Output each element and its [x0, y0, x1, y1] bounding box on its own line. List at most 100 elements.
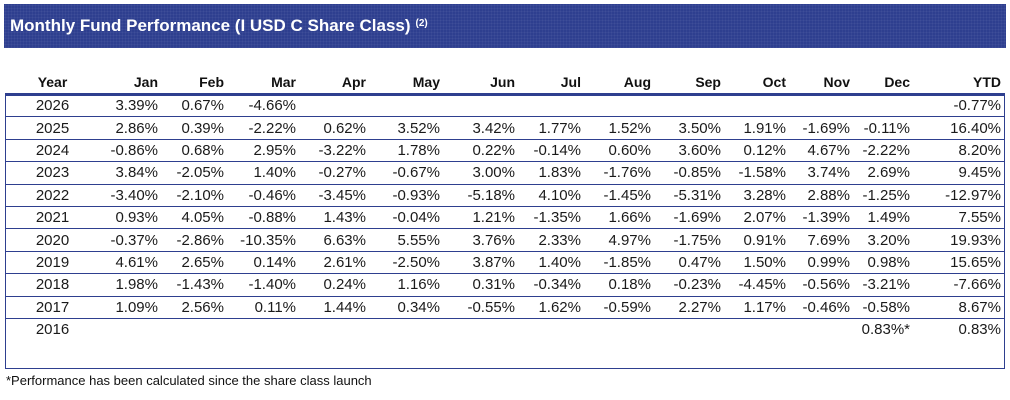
- year-cell: 2023: [5, 161, 100, 185]
- return-cell-oct: 2.07%: [725, 206, 790, 230]
- return-cell-mar: [228, 318, 300, 340]
- return-cell-dec: -2.22%: [854, 139, 914, 163]
- return-cell-feb: 0.39%: [164, 116, 228, 140]
- return-cell-dec: [854, 94, 914, 118]
- return-cell-nov: 0.99%: [790, 251, 854, 275]
- return-cell-jun: 3.42%: [444, 116, 519, 140]
- return-cell-oct: 3.28%: [725, 184, 790, 207]
- return-cell-nov: -1.69%: [790, 116, 854, 140]
- column-header-jul: Jul: [519, 71, 585, 95]
- return-cell-feb: 0.68%: [164, 139, 228, 163]
- return-cell-jul: 1.40%: [519, 251, 585, 275]
- return-cell-sep: -0.23%: [655, 273, 725, 297]
- return-cell-aug: 1.66%: [585, 206, 655, 230]
- return-cell-dec: 0.98%: [854, 251, 914, 275]
- return-cell-feb: 0.67%: [164, 94, 228, 118]
- return-cell-jan: 3.84%: [100, 161, 164, 185]
- return-cell-mar: -0.88%: [228, 206, 300, 230]
- table-row: 2019 4.61% 2.65% 0.14% 2.61% -2.50% 3.87% 1.40%…: [5, 251, 1005, 275]
- return-cell-ytd: 8.67%: [914, 296, 1005, 319]
- return-cell-jul: 4.10%: [519, 184, 585, 207]
- return-cell-may: -0.04%: [370, 206, 444, 230]
- return-cell-aug: [585, 94, 655, 118]
- return-cell-mar: 0.14%: [228, 251, 300, 275]
- return-cell-may: 0.34%: [370, 296, 444, 319]
- return-cell-dec: 2.69%: [854, 161, 914, 185]
- return-cell-oct: -4.45%: [725, 273, 790, 297]
- return-cell-dec: -1.25%: [854, 184, 914, 207]
- return-cell-may: [370, 94, 444, 118]
- return-cell-jun: 3.76%: [444, 228, 519, 252]
- return-cell-may: 5.55%: [370, 228, 444, 252]
- column-header-year: Year: [5, 71, 100, 95]
- return-cell-apr: [300, 318, 370, 340]
- return-cell-may: [370, 318, 444, 340]
- return-cell-aug: 0.60%: [585, 139, 655, 163]
- return-cell-feb: -1.43%: [164, 273, 228, 297]
- page-title: Monthly Fund Performance (I USD C Share …: [10, 16, 411, 35]
- column-header-sep: Sep: [655, 71, 725, 95]
- return-cell-jul: [519, 318, 585, 340]
- return-cell-jan: -0.37%: [100, 228, 164, 252]
- return-cell-jun: [444, 318, 519, 340]
- return-cell-oct: [725, 318, 790, 340]
- return-cell-oct: [725, 94, 790, 118]
- return-cell-jun: 1.21%: [444, 206, 519, 230]
- return-cell-jan: 3.39%: [100, 94, 164, 118]
- return-cell-apr: [300, 94, 370, 118]
- return-cell-sep: 2.27%: [655, 296, 725, 319]
- return-cell-jul: 1.62%: [519, 296, 585, 319]
- table-row: 2024 -0.86% 0.68% 2.95% -3.22% 1.78% 0.22% -0.1…: [5, 139, 1005, 163]
- year-cell: 2022: [5, 184, 100, 207]
- return-cell-ytd: 7.55%: [914, 206, 1005, 230]
- return-cell-sep: -5.31%: [655, 184, 725, 207]
- return-cell-nov: 2.88%: [790, 184, 854, 207]
- return-cell-feb: -2.10%: [164, 184, 228, 207]
- title-banner: Monthly Fund Performance (I USD C Share …: [4, 4, 1006, 48]
- table-row: 2022 -3.40% -2.10% -0.46% -3.45% -0.93% -5.18%…: [5, 184, 1005, 207]
- return-cell-apr: -3.22%: [300, 139, 370, 163]
- return-cell-may: 3.52%: [370, 116, 444, 140]
- return-cell-nov: -0.56%: [790, 273, 854, 297]
- return-cell-nov: 4.67%: [790, 139, 854, 163]
- return-cell-ytd: -0.77%: [914, 94, 1005, 118]
- return-cell-mar: -2.22%: [228, 116, 300, 140]
- return-cell-may: -2.50%: [370, 251, 444, 275]
- return-cell-apr: -3.45%: [300, 184, 370, 207]
- return-cell-jan: [100, 318, 164, 340]
- column-header-may: May: [370, 71, 444, 95]
- return-cell-aug: -1.85%: [585, 251, 655, 275]
- return-cell-jul: -1.35%: [519, 206, 585, 230]
- return-cell-jun: -0.55%: [444, 296, 519, 319]
- return-cell-oct: 0.91%: [725, 228, 790, 252]
- return-cell-mar: -4.66%: [228, 94, 300, 118]
- year-cell: 2024: [5, 139, 100, 163]
- year-cell: 2018: [5, 273, 100, 297]
- return-cell-nov: [790, 94, 854, 118]
- table-row: 2018 1.98% -1.43% -1.40% 0.24% 1.16% 0.31% -0.3…: [5, 273, 1005, 297]
- return-cell-dec: -0.11%: [854, 116, 914, 140]
- column-header-oct: Oct: [725, 71, 790, 95]
- return-cell-aug: -1.45%: [585, 184, 655, 207]
- column-header-nov: Nov: [790, 71, 854, 95]
- return-cell-feb: 2.56%: [164, 296, 228, 319]
- table-body: 2026 3.39% 0.67% -4.66% -0.77% 2025 2.86% 0.39%…: [5, 94, 1005, 340]
- year-cell: 2026: [5, 94, 100, 118]
- return-cell-sep: 3.60%: [655, 139, 725, 163]
- return-cell-feb: 4.05%: [164, 206, 228, 230]
- return-cell-sep: -0.85%: [655, 161, 725, 185]
- return-cell-oct: 0.12%: [725, 139, 790, 163]
- return-cell-nov: [790, 318, 854, 340]
- return-cell-sep: 0.47%: [655, 251, 725, 275]
- return-cell-dec: -0.58%: [854, 296, 914, 319]
- return-cell-dec: -3.21%: [854, 273, 914, 297]
- return-cell-sep: -1.75%: [655, 228, 725, 252]
- return-cell-jan: 1.09%: [100, 296, 164, 319]
- return-cell-oct: 1.91%: [725, 116, 790, 140]
- return-cell-feb: [164, 318, 228, 340]
- return-cell-ytd: 9.45%: [914, 161, 1005, 185]
- return-cell-jul: -0.34%: [519, 273, 585, 297]
- return-cell-feb: -2.05%: [164, 161, 228, 185]
- return-cell-apr: 2.61%: [300, 251, 370, 275]
- year-cell: 2016: [35, 321, 70, 339]
